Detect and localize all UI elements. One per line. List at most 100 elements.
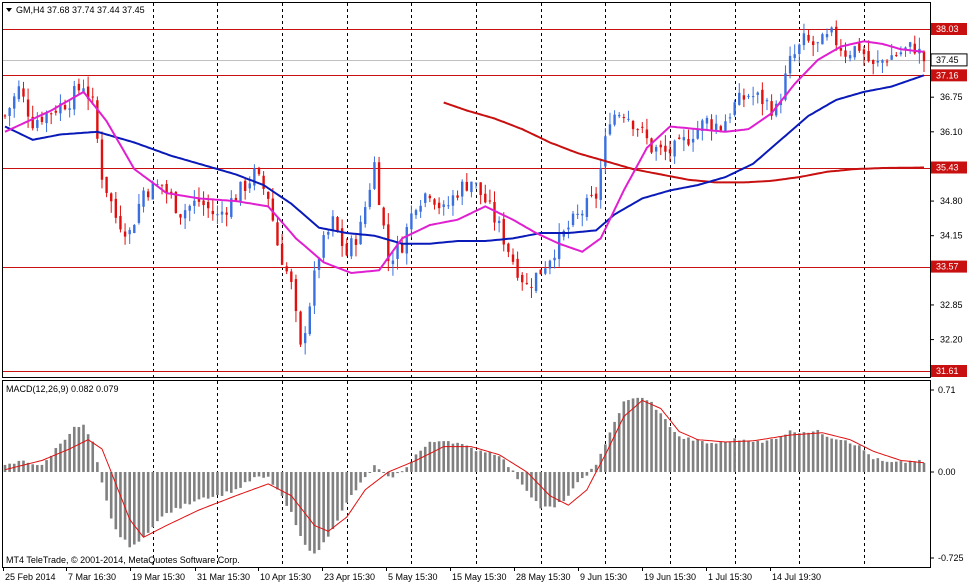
macd-bar bbox=[294, 472, 298, 526]
candle-body bbox=[488, 200, 492, 202]
candle-body bbox=[590, 194, 593, 196]
macd-bar bbox=[211, 472, 215, 497]
candle-body bbox=[17, 86, 21, 100]
candle-body bbox=[447, 205, 450, 207]
candle-body bbox=[234, 197, 238, 202]
time-tick-label-0: 25 Feb 2014 bbox=[5, 572, 56, 582]
macd-bar bbox=[747, 441, 750, 472]
price-tick-label-4: 34.15 bbox=[940, 231, 963, 241]
macd-bar bbox=[414, 454, 418, 472]
macd-bar bbox=[664, 419, 667, 472]
macd-bar bbox=[359, 472, 362, 483]
candle-body bbox=[424, 193, 427, 203]
macd-bar bbox=[871, 459, 875, 472]
candlesticks bbox=[3, 20, 926, 355]
price-tick-label-7: 32.20 bbox=[940, 335, 963, 345]
candle-body bbox=[507, 243, 510, 252]
macd-bar bbox=[229, 472, 233, 493]
candle-body bbox=[765, 100, 769, 102]
macd-bar bbox=[705, 443, 709, 472]
macd-bar bbox=[802, 432, 806, 472]
candle-body bbox=[885, 61, 889, 63]
candle-body bbox=[8, 108, 11, 116]
macd-bar bbox=[271, 472, 275, 485]
candle-body bbox=[36, 120, 39, 128]
candle-body bbox=[608, 124, 612, 135]
macd-bar bbox=[36, 465, 39, 472]
macd-bar bbox=[608, 432, 612, 472]
macd-bar bbox=[728, 442, 732, 472]
macd-bar bbox=[428, 441, 432, 472]
copyright-text: MT4 TeleTrade, © 2001-2014, MetaQuotes S… bbox=[6, 555, 240, 565]
macd-bar bbox=[867, 454, 870, 472]
macd-bar bbox=[687, 437, 690, 472]
macd-bar bbox=[493, 454, 496, 472]
candle-body bbox=[701, 120, 704, 131]
macd-bar bbox=[488, 452, 492, 472]
macd-bar bbox=[262, 472, 265, 478]
candle-body bbox=[174, 191, 178, 213]
dropdown-triangle-icon[interactable] bbox=[6, 8, 12, 12]
macd-bar bbox=[423, 446, 427, 472]
candle-body bbox=[890, 55, 893, 60]
candle-body bbox=[853, 46, 856, 58]
macd-bar bbox=[387, 472, 390, 477]
macd-bar bbox=[72, 426, 76, 472]
candle-body bbox=[696, 128, 699, 139]
candle-body bbox=[908, 42, 912, 47]
macd-bar bbox=[502, 459, 506, 472]
macd-bar bbox=[918, 459, 921, 472]
candle-body bbox=[899, 52, 903, 55]
macd-bar bbox=[696, 439, 700, 472]
macd-bar bbox=[336, 472, 339, 521]
macd-bar bbox=[142, 472, 145, 537]
candle-body bbox=[331, 216, 335, 231]
candle-body bbox=[811, 41, 815, 46]
macd-bar bbox=[913, 461, 917, 472]
candle-body bbox=[636, 129, 639, 131]
macd-bar bbox=[530, 472, 533, 498]
macd-bar bbox=[326, 472, 330, 537]
candle-body bbox=[641, 126, 644, 128]
macd-bar bbox=[133, 472, 136, 545]
candle-body bbox=[756, 92, 759, 95]
candle-body bbox=[3, 115, 7, 117]
candle-body bbox=[807, 34, 810, 41]
macd-bar bbox=[405, 467, 409, 472]
candle-body bbox=[581, 213, 584, 216]
macd-bar bbox=[811, 431, 815, 472]
candle-body bbox=[567, 227, 570, 230]
macd-bar bbox=[437, 441, 441, 472]
macd-bar bbox=[631, 398, 635, 472]
macd-bar bbox=[456, 442, 459, 472]
macd-bar bbox=[839, 439, 843, 472]
candle-body bbox=[465, 181, 469, 191]
macd-bar bbox=[31, 464, 35, 472]
macd-bar bbox=[576, 472, 579, 483]
macd-bar bbox=[659, 413, 663, 472]
candle-body bbox=[922, 51, 926, 62]
macd-bar bbox=[557, 472, 561, 502]
candle-body bbox=[364, 207, 367, 225]
candle-body bbox=[687, 138, 690, 145]
time-tick-label-3: 31 Mar 15:30 bbox=[197, 572, 250, 582]
macd-bar bbox=[756, 440, 760, 472]
candle-body bbox=[193, 200, 196, 206]
macd-bar bbox=[225, 472, 228, 492]
candle-body bbox=[373, 162, 376, 189]
macd-bar bbox=[876, 458, 880, 472]
macd-bar bbox=[391, 472, 395, 478]
macd-bar bbox=[206, 472, 210, 499]
macd-bar bbox=[640, 397, 644, 472]
candle-body bbox=[188, 205, 191, 211]
macd-bar bbox=[544, 472, 547, 507]
macd-bar bbox=[239, 472, 242, 488]
price-axis: 36.75 36.10 34.80 34.15 32.85 32.20 38.03 37.16… bbox=[930, 23, 968, 377]
macd-bar bbox=[345, 472, 349, 503]
candle-body bbox=[788, 55, 792, 74]
macd-bar bbox=[354, 472, 358, 491]
macd-bar bbox=[719, 441, 723, 472]
macd-bar bbox=[77, 427, 81, 472]
candle-body bbox=[872, 60, 875, 64]
candle-body bbox=[280, 243, 284, 265]
